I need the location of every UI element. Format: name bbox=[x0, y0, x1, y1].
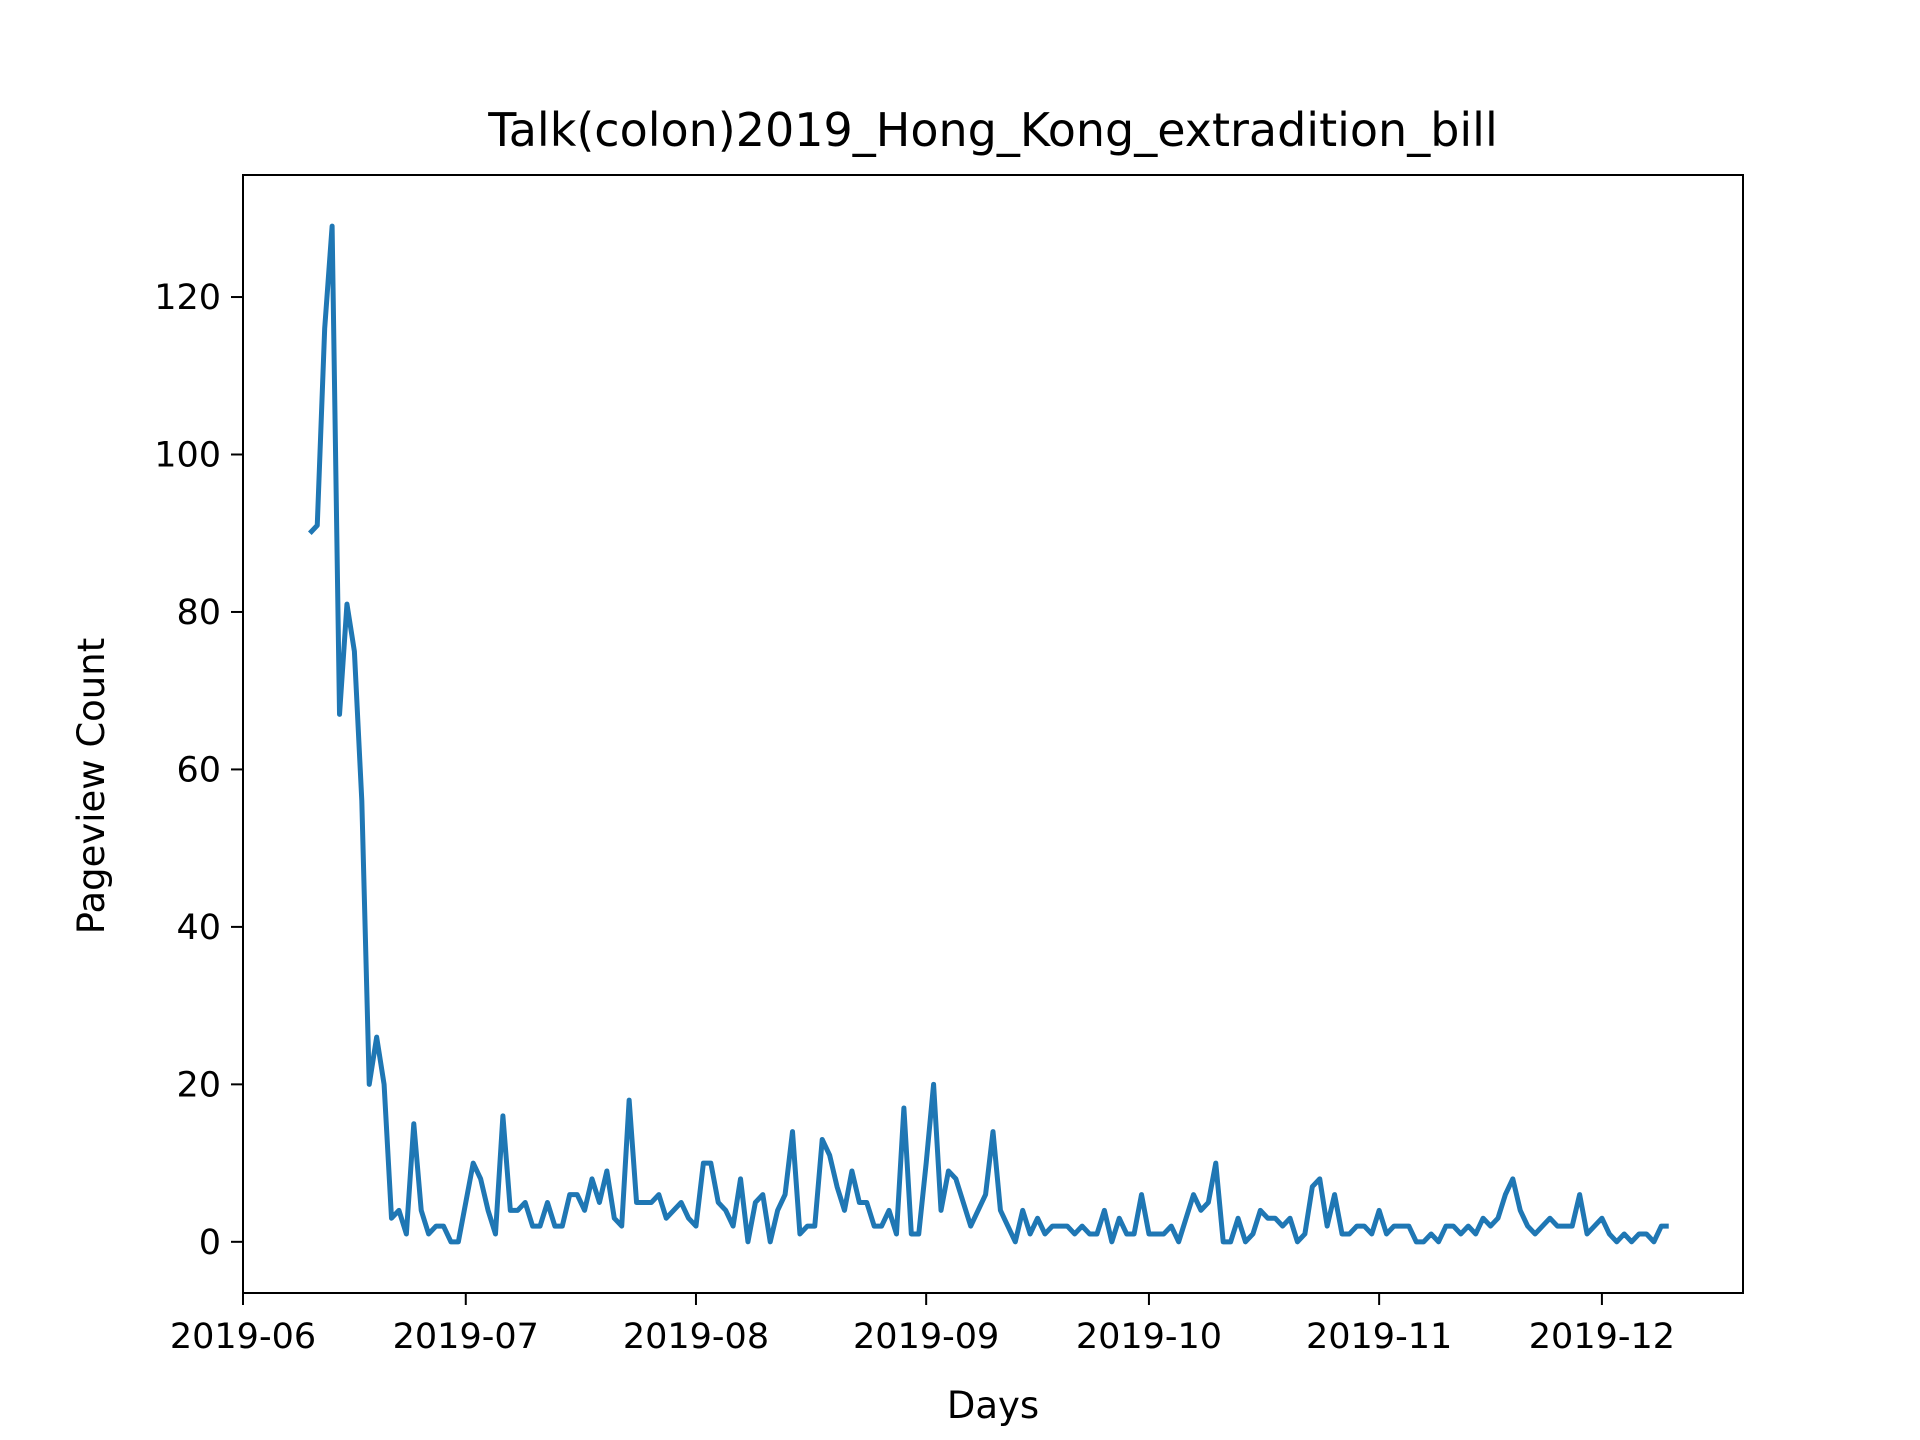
plot-area bbox=[242, 174, 1744, 1294]
y-tick-label: 100 bbox=[154, 436, 221, 476]
y-tick-label: 80 bbox=[176, 593, 221, 633]
x-tick-label: 2019-12 bbox=[1529, 1317, 1675, 1357]
x-tick-label: 2019-11 bbox=[1306, 1317, 1452, 1357]
x-tick-label: 2019-08 bbox=[623, 1317, 769, 1357]
y-axis: 0 20 40 60 80 100 120 bbox=[154, 278, 243, 1263]
y-tick-label: 20 bbox=[176, 1065, 221, 1105]
x-tick-label: 2019-06 bbox=[170, 1317, 316, 1357]
series-line-0 bbox=[308, 223, 1669, 1245]
x-axis-label: Days bbox=[947, 1384, 1039, 1427]
x-tick-label: 2019-07 bbox=[393, 1317, 539, 1357]
x-axis: 2019-06 2019-07 2019-08 2019-09 2019-10 2019-… bbox=[170, 1293, 1675, 1357]
y-tick-label: 0 bbox=[199, 1223, 221, 1263]
chart-title: Talk(colon)2019_Hong_Kong_extradition_bi… bbox=[487, 103, 1498, 157]
x-tick-label: 2019-09 bbox=[853, 1317, 999, 1357]
y-axis-label: Pageview Count bbox=[70, 638, 113, 934]
y-tick-label: 120 bbox=[154, 278, 221, 318]
axes-frame bbox=[242, 174, 1744, 1294]
y-tick-label: 40 bbox=[176, 908, 221, 948]
x-tick-label: 2019-10 bbox=[1076, 1317, 1222, 1357]
y-tick-label: 60 bbox=[176, 750, 221, 790]
